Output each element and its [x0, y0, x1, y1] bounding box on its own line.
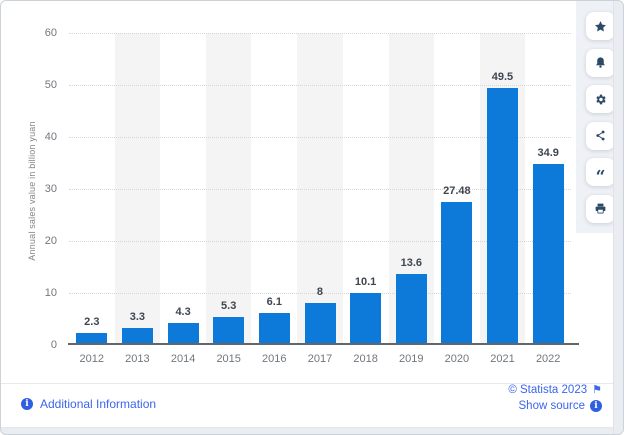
info-icon: i — [21, 398, 33, 410]
share-icon — [594, 129, 607, 142]
bar-chart: Annual sales value in billion yuan 2.3 3.… — [1, 1, 579, 383]
y-axis-tick-label: 60 — [44, 27, 57, 39]
x-axis-tick-label: 2021 — [490, 353, 515, 365]
gridline — [69, 293, 571, 294]
x-axis-tick-label: 2022 — [535, 353, 561, 365]
bar-value-label: 8 — [316, 286, 324, 299]
bar-value-label: 13.6 — [400, 257, 422, 270]
x-axis-tick-label: 2017 — [307, 353, 333, 365]
star-icon — [594, 20, 607, 33]
bar-value-label: 49.5 — [491, 70, 514, 83]
gridline — [69, 241, 571, 242]
print-button[interactable] — [586, 194, 615, 223]
bar-value-label: 2.3 — [84, 316, 100, 328]
x-axis-tick-label: 2015 — [216, 353, 241, 365]
copyright-label: © Statista 2023 — [508, 384, 588, 396]
y-axis-tick-label: 0 — [50, 339, 57, 351]
y-axis-tick-label: 20 — [44, 235, 57, 247]
gear-icon — [594, 93, 607, 106]
x-axis-tick-label: 2020 — [444, 353, 470, 365]
bar-value-label: 27.48 — [443, 185, 471, 198]
bar-value-label: 10.1 — [354, 275, 377, 288]
x-axis-tick-label: 2013 — [125, 353, 150, 365]
bar[interactable] — [213, 317, 245, 345]
additional-information-link[interactable]: i Additional Information — [21, 397, 156, 411]
bar-value-label: 5.3 — [221, 300, 237, 313]
bar-value-label: 3.3 — [129, 310, 146, 323]
print-icon — [594, 202, 607, 215]
favorite-button[interactable] — [586, 12, 615, 40]
gridline — [69, 33, 571, 34]
bell-icon — [594, 56, 607, 69]
notifications-button[interactable] — [586, 48, 615, 77]
bar[interactable] — [395, 274, 427, 345]
share-button[interactable] — [586, 121, 615, 150]
bar[interactable] — [258, 313, 290, 345]
x-axis-tick-label: 2018 — [353, 353, 378, 365]
show-source-label: Show source — [518, 400, 585, 412]
bar[interactable] — [122, 327, 153, 345]
footer-source-block: © Statista 2023 ⚑ Show source i — [508, 384, 602, 416]
gridline — [69, 189, 571, 190]
x-axis-tick-label: 2016 — [262, 353, 287, 365]
additional-information-label: Additional Information — [40, 397, 157, 411]
footer-divider — [1, 383, 615, 384]
x-axis-line — [68, 343, 579, 345]
x-axis-tick-label: 2014 — [170, 353, 196, 365]
gridline — [69, 137, 571, 138]
y-axis-tick-label: 40 — [44, 131, 57, 143]
y-axis-tick-label: 30 — [44, 183, 57, 195]
scrollbar-track[interactable] — [613, 1, 623, 434]
plot-area: 2.3 3.3 4.3 5.3 6.1 8 10.1 13.6 27.48 49.5 34.9 — [69, 1, 571, 345]
y-axis-tick-label: 50 — [44, 79, 57, 91]
bar-value-label: 6.1 — [266, 296, 282, 309]
y-axis-tick-label: 10 — [44, 287, 57, 299]
gridline — [69, 85, 571, 86]
quote-icon: “ — [595, 167, 606, 187]
bar-value-label: 4.3 — [175, 305, 191, 318]
chart-card: Annual sales value in billion yuan 2.3 3.… — [1, 1, 615, 428]
bar[interactable] — [304, 303, 336, 345]
settings-button[interactable] — [586, 85, 615, 113]
flag-icon: ⚑ — [592, 383, 602, 396]
bar[interactable] — [167, 322, 199, 345]
bar-value-label: 34.9 — [537, 146, 559, 159]
bar[interactable] — [487, 87, 518, 345]
bar[interactable] — [532, 163, 564, 345]
cite-button[interactable]: “ — [586, 158, 615, 186]
bar[interactable] — [441, 202, 473, 345]
copyright-row[interactable]: © Statista 2023 ⚑ — [508, 384, 602, 396]
x-axis-tick-label: 2019 — [399, 353, 424, 365]
x-axis-tick-label: 2012 — [79, 353, 105, 365]
show-source-row[interactable]: Show source i — [508, 400, 602, 412]
info-icon: i — [590, 400, 602, 412]
bar[interactable] — [350, 292, 382, 345]
bar[interactable] — [76, 333, 108, 345]
